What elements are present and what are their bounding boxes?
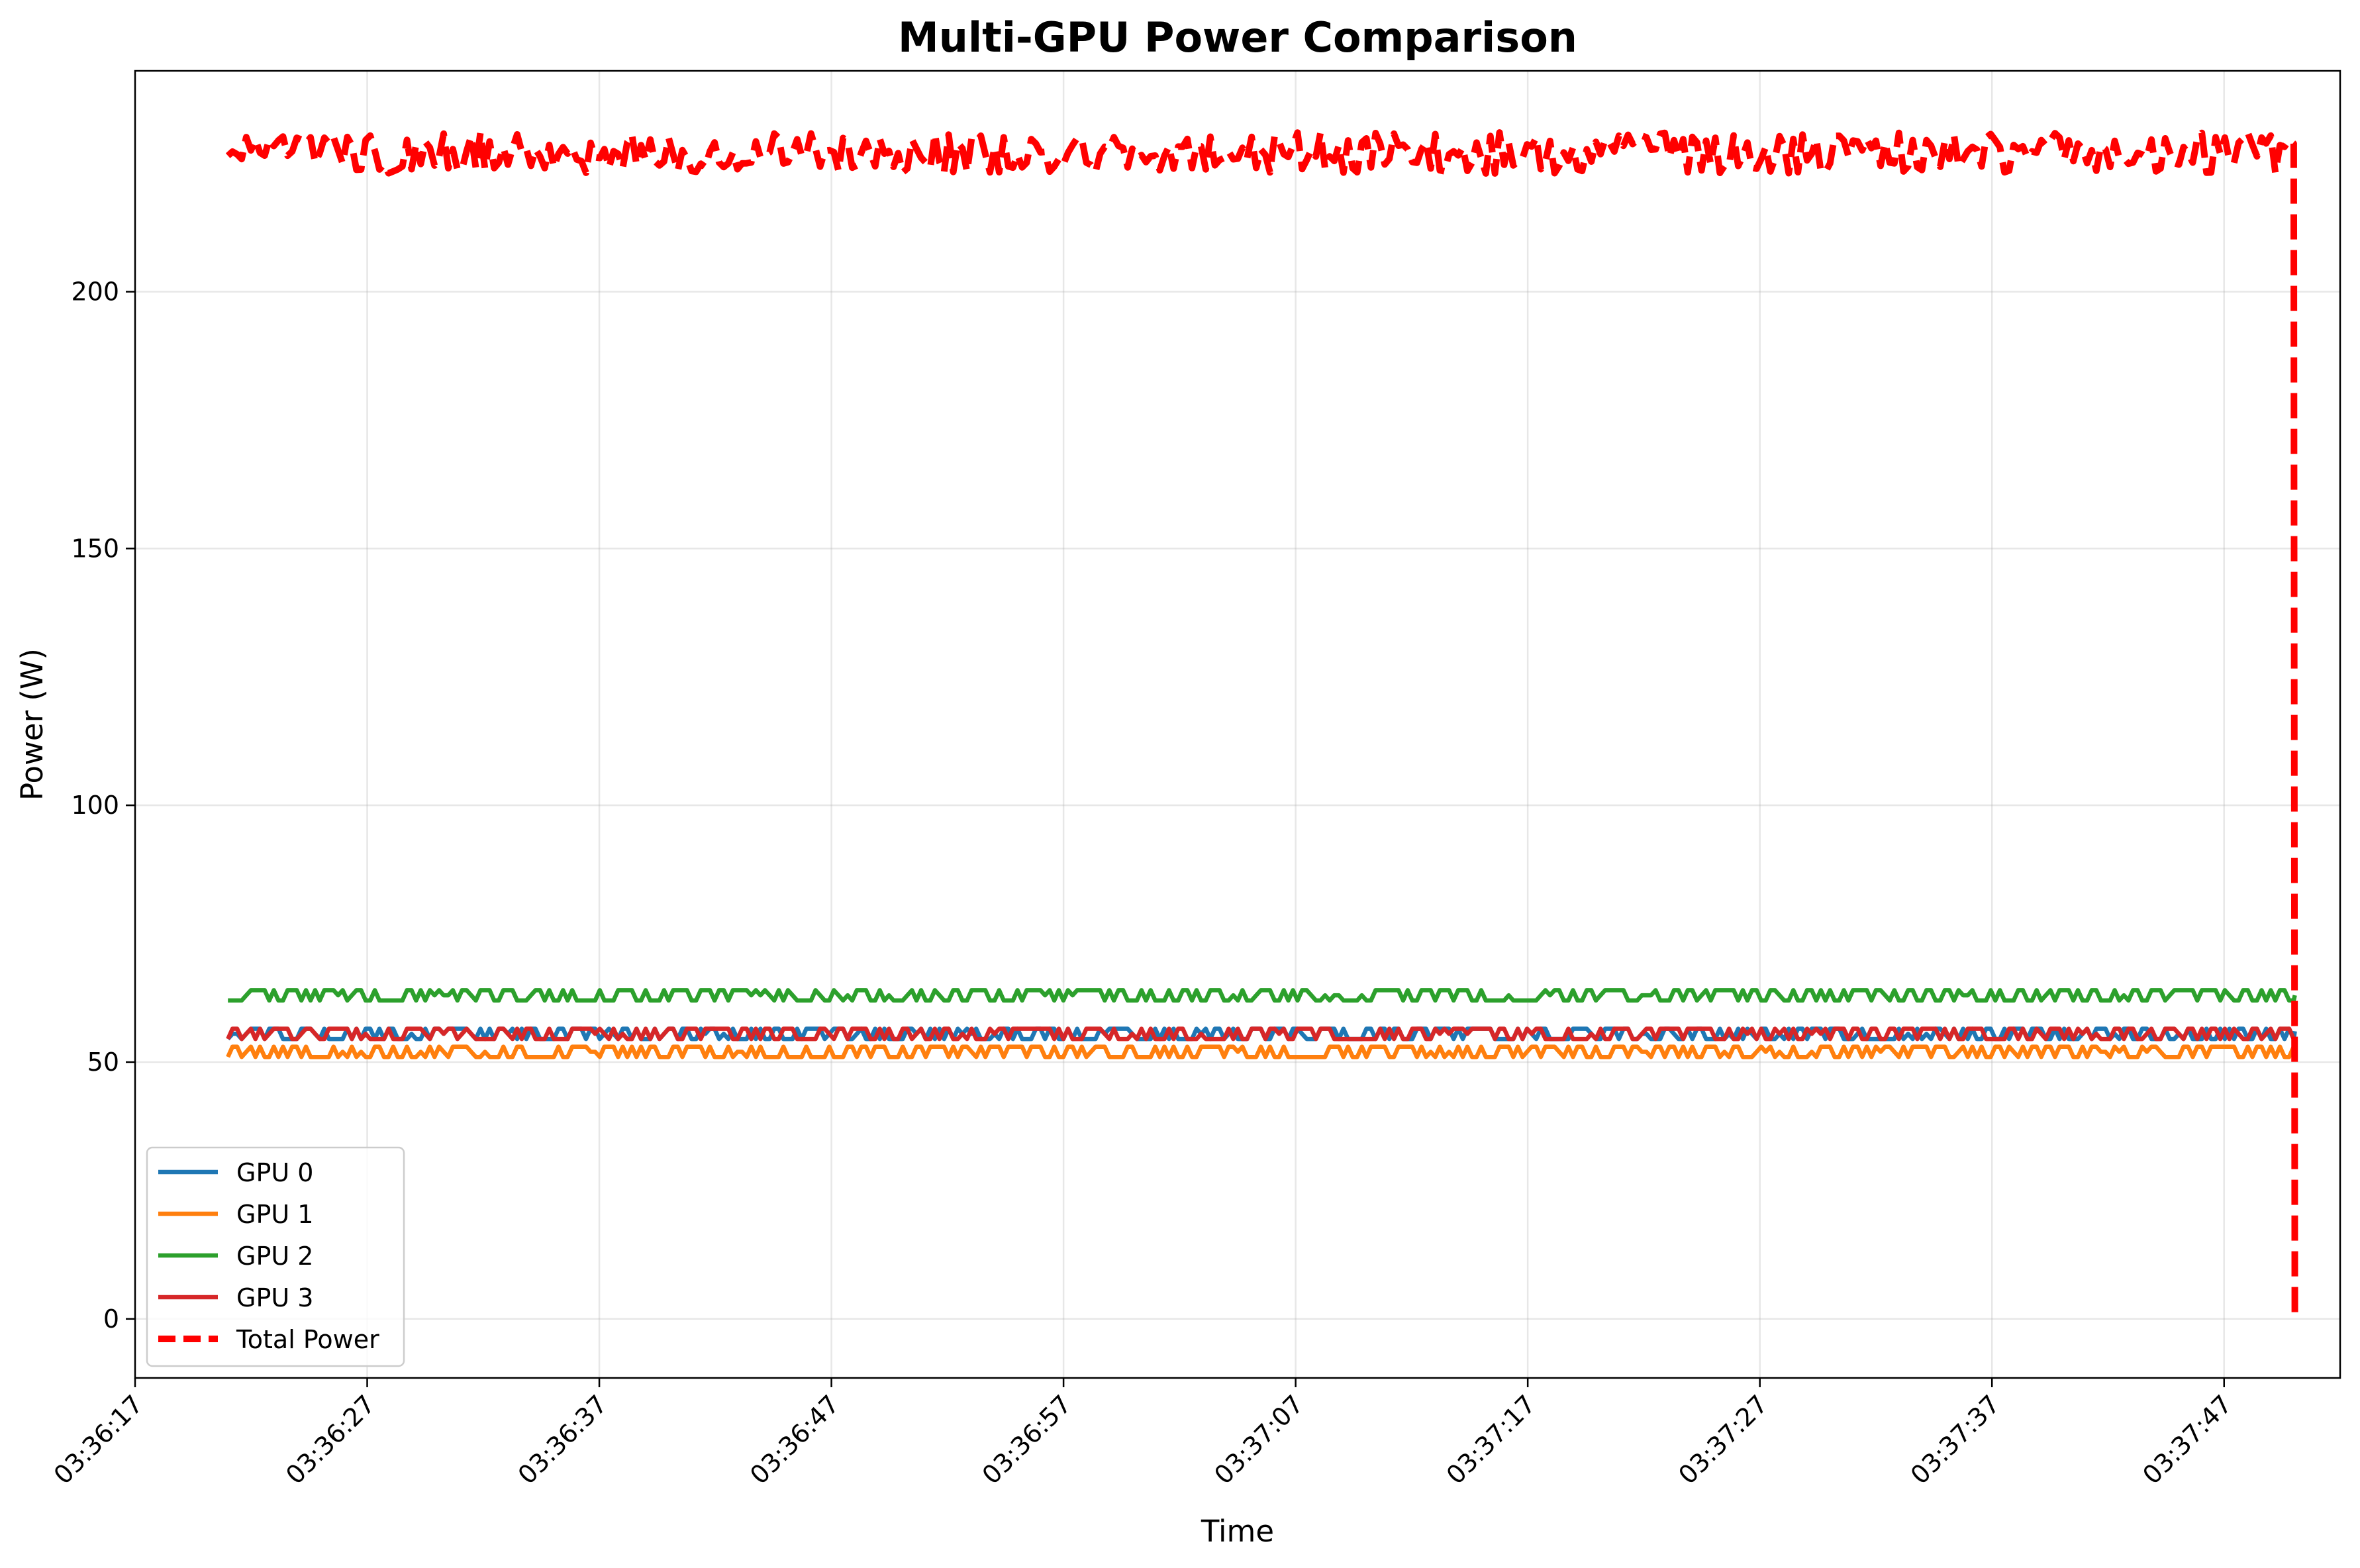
legend-label: GPU 3 xyxy=(236,1283,313,1312)
y-axis-ticks: 0 50 100 150 200 xyxy=(71,277,135,1334)
x-tick-label: 03:36:47 xyxy=(744,1389,845,1490)
x-tick-label: 03:37:17 xyxy=(1441,1389,1542,1490)
x-axis-label: Time xyxy=(1201,1514,1274,1549)
legend-label: GPU 2 xyxy=(236,1242,313,1271)
legend-label: Total Power xyxy=(236,1325,379,1354)
legend-box xyxy=(146,1146,405,1367)
x-tick-label: 03:37:47 xyxy=(2137,1389,2237,1490)
chart-title: Multi-GPU Power Comparison xyxy=(898,13,1577,62)
series-line-gpu-2 xyxy=(228,988,2297,1003)
y-axis-label: Power (W) xyxy=(15,648,50,801)
x-tick-label: 03:36:37 xyxy=(513,1389,613,1490)
y-tick-label: 100 xyxy=(71,791,119,820)
plot-frame xyxy=(134,70,2341,1379)
x-tick-label: 03:36:27 xyxy=(280,1389,381,1490)
y-tick-label: 150 xyxy=(71,534,119,563)
legend-label: GPU 0 xyxy=(236,1158,313,1187)
x-tick-label: 03:36:57 xyxy=(977,1389,1077,1490)
x-tick-label: 03:37:07 xyxy=(1208,1389,1309,1490)
y-tick-label: 200 xyxy=(71,277,119,307)
x-tick-label: 03:36:17 xyxy=(48,1389,149,1490)
series-layer xyxy=(225,129,2298,1319)
series-line-gpu-3 xyxy=(226,1026,2297,1042)
x-axis-ticks: 03:36:17 03:36:27 03:36:37 03:36:47 03:36:57… xyxy=(48,1378,2237,1490)
x-tick-label: 03:37:27 xyxy=(1673,1389,1773,1490)
y-tick-label: 50 xyxy=(87,1048,119,1077)
series-line-gpu-1 xyxy=(226,1044,2297,1059)
y-tick-label: 0 xyxy=(103,1304,119,1334)
series-line-total-power xyxy=(225,129,2298,1319)
grid xyxy=(134,71,2340,1378)
legend-label: GPU 1 xyxy=(236,1200,313,1229)
x-tick-label: 03:37:37 xyxy=(1905,1389,2006,1490)
legend: GPU 0 GPU 1 GPU 2 GPU 3 Total Power xyxy=(146,1146,405,1367)
